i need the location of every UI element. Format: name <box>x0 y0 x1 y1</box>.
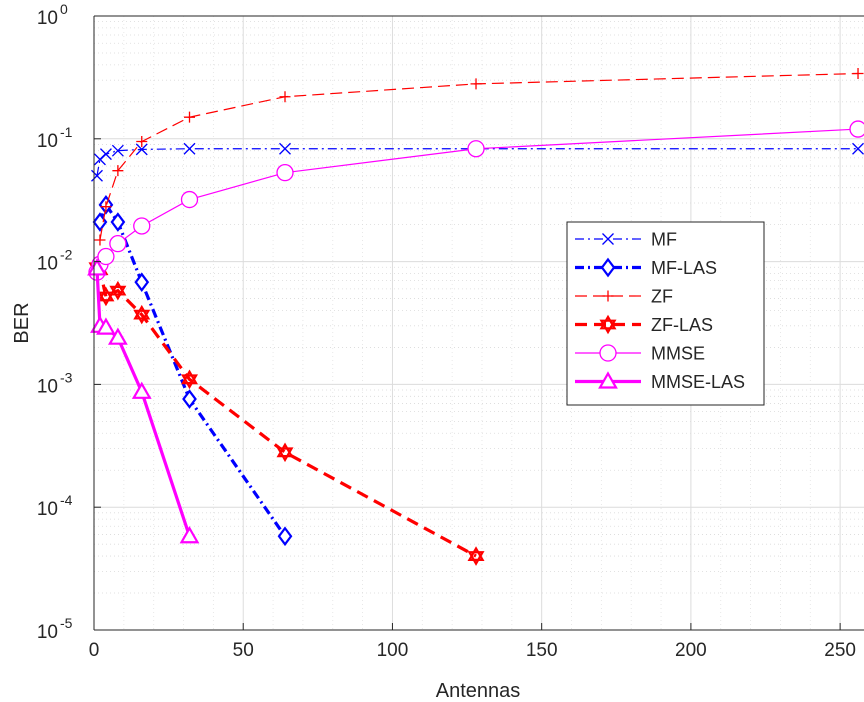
axes <box>93 15 864 631</box>
legend-label: ZF-LAS <box>651 315 713 335</box>
data-point-marker <box>602 233 614 245</box>
x-tick-label: 200 <box>675 640 707 661</box>
data-point-marker <box>136 136 148 148</box>
data-point-marker <box>107 327 128 345</box>
data-point-marker <box>183 142 196 155</box>
data-point-marker <box>112 165 124 177</box>
data-point-marker <box>467 140 485 158</box>
series-group <box>87 68 864 566</box>
legend: MF MF-LAS ZF ZF-LAS MMSE MMSE-LAS <box>566 221 765 406</box>
legend-entry: ZF <box>575 287 673 307</box>
x-tick-label: 0 <box>89 640 100 661</box>
legend-entry: MMSE-LAS <box>575 371 745 392</box>
legend-label: ZF <box>651 287 673 307</box>
legend-label: MMSE-LAS <box>651 372 745 392</box>
data-point-marker <box>100 201 112 213</box>
y-tick-label: 10 <box>37 131 58 152</box>
x-tick-label: 100 <box>377 640 409 661</box>
y-tick-label: 10 <box>37 622 58 643</box>
data-point-marker <box>110 212 126 232</box>
y-tick-label: 10 <box>37 499 58 520</box>
legend-label: MF-LAS <box>651 258 717 278</box>
legend-label: MMSE <box>651 344 705 364</box>
data-point-marker <box>97 247 115 266</box>
data-point-marker <box>598 371 618 389</box>
data-point-marker <box>184 111 196 123</box>
data-point-marker <box>111 144 124 157</box>
y-tick-exponent: -5 <box>60 615 73 631</box>
x-tick-label: 50 <box>233 640 254 661</box>
y-tick-exponent: -1 <box>60 124 73 140</box>
legend-entry: MMSE <box>575 344 705 364</box>
data-point-marker <box>97 286 115 307</box>
data-point-marker <box>134 272 150 293</box>
data-point-marker <box>133 304 151 325</box>
data-point-marker <box>279 142 291 155</box>
data-point-marker <box>849 120 864 138</box>
data-point-marker <box>180 190 199 209</box>
series-mmse-las <box>87 258 200 544</box>
data-point-marker <box>91 169 103 182</box>
y-tick-exponent: -4 <box>60 492 73 508</box>
series-mmse <box>88 120 864 281</box>
legend-entry: ZF-LAS <box>575 314 713 335</box>
data-point-marker <box>99 148 112 161</box>
data-point-marker <box>276 164 294 182</box>
data-point-marker <box>602 290 614 302</box>
series-zf <box>94 68 864 246</box>
data-point-marker <box>182 389 197 409</box>
series-mf <box>91 142 864 182</box>
y-tick-label: 10 <box>37 8 58 29</box>
y-tick-label: 10 <box>37 254 58 275</box>
data-point-marker <box>852 142 864 155</box>
legend-entry: MF <box>575 230 677 250</box>
x-tick-label: 250 <box>824 640 856 661</box>
data-point-marker <box>852 68 864 80</box>
data-point-marker <box>470 78 482 90</box>
data-point-marker <box>276 442 294 463</box>
y-tick-label: 10 <box>37 376 58 397</box>
y-axis-label: BER <box>11 302 33 343</box>
legend-label: MF <box>651 230 677 250</box>
data-point-marker <box>277 526 293 547</box>
data-point-marker <box>467 546 485 566</box>
data-point-marker <box>181 369 198 390</box>
x-tick-label: 150 <box>526 640 558 661</box>
data-point-marker <box>131 381 152 399</box>
data-point-marker <box>96 317 116 335</box>
data-point-marker <box>109 235 127 253</box>
data-point-marker <box>109 280 127 301</box>
data-point-marker <box>87 258 107 276</box>
series-line <box>99 72 859 241</box>
data-point-marker <box>94 234 106 246</box>
y-tick-exponent: 0 <box>60 1 68 17</box>
data-point-marker <box>599 314 617 335</box>
legend-box <box>566 221 765 406</box>
data-point-marker <box>135 143 148 156</box>
y-tick-exponent: -2 <box>60 247 73 263</box>
data-point-marker <box>600 257 616 278</box>
y-tick-exponent: -3 <box>60 369 73 385</box>
data-point-marker <box>179 526 200 544</box>
x-axis-label: Antennas <box>436 680 521 702</box>
series-line <box>98 201 287 538</box>
legend-entry: MF-LAS <box>575 257 717 278</box>
data-point-marker <box>599 344 617 362</box>
data-point-marker <box>279 91 291 103</box>
data-point-marker <box>133 217 151 235</box>
